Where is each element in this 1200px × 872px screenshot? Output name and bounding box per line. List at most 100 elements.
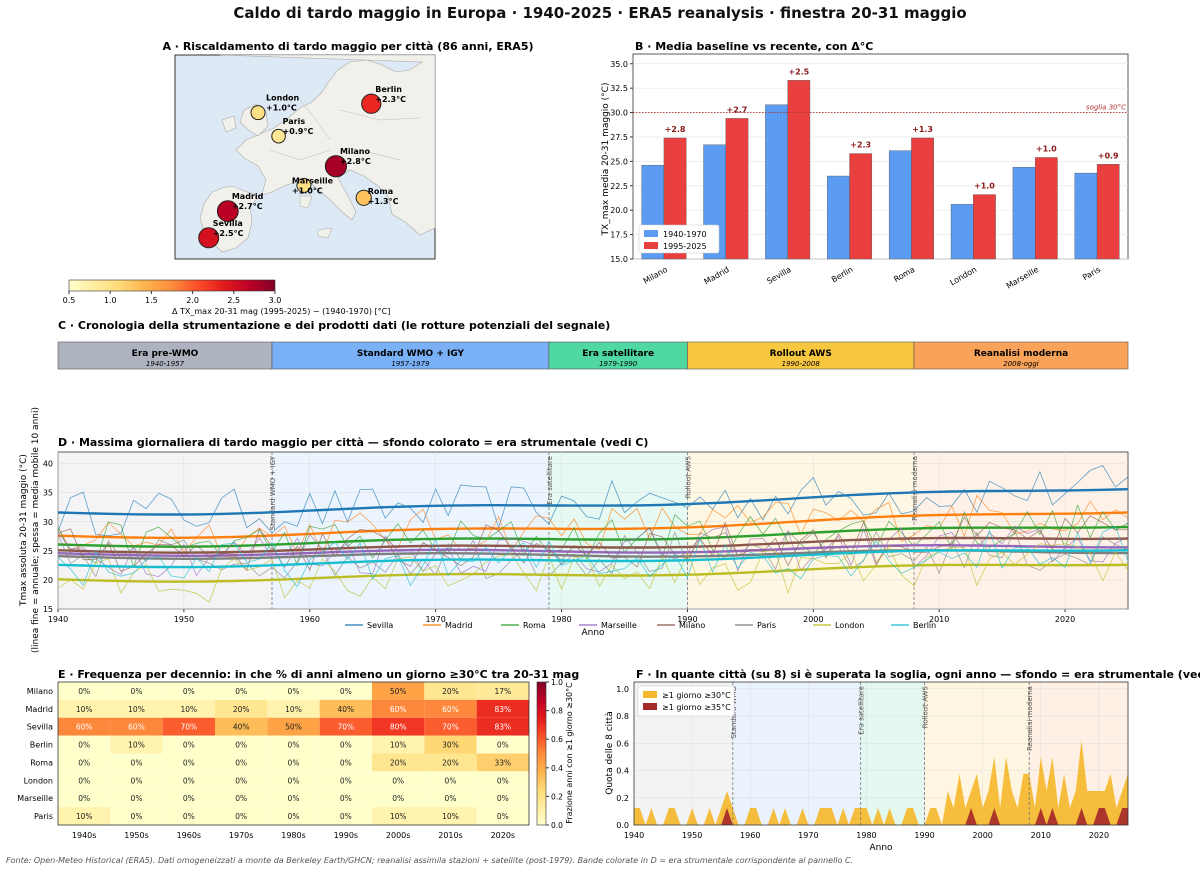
colorbar-a-tick-label: 1.0 xyxy=(104,296,117,305)
panel-e: E · Frequenza per decennio: in che % di … xyxy=(17,668,579,840)
bar-london-1940-1970 xyxy=(950,204,974,260)
heatmap-cell xyxy=(372,682,425,700)
heatmap-cell xyxy=(58,789,111,808)
era-name-reanalisi-moderna: Reanalisi moderna xyxy=(974,349,1068,359)
heatmap-cell xyxy=(424,735,477,754)
panel-f-ytick-label: 0.6 xyxy=(616,739,629,748)
heatmap-cell-label: 0% xyxy=(235,776,247,785)
heatmap-cell xyxy=(110,735,163,754)
panel-a-colorbar-label: Δ TX_max 20-31 mag (1995-2025) − (1940-1… xyxy=(172,307,390,316)
era-range-standard-wmo-igy: 1957-1979 xyxy=(391,360,430,368)
legend-label-berlin: Berlin xyxy=(913,621,936,630)
heatmap-cell-label: 0% xyxy=(131,687,143,696)
panel-f-legend xyxy=(637,685,735,717)
map-marker-milano xyxy=(324,155,348,178)
legend-label-milano: Milano xyxy=(679,621,705,630)
panel-a: A · Riscaldamento di tardo maggio per ci… xyxy=(63,40,534,316)
colorbar-a-tick-label: 1.5 xyxy=(145,296,158,305)
delta-label-london: +1.0 xyxy=(974,182,995,191)
panel-b-category-label: Sevilla xyxy=(765,265,792,286)
heatmap-cell xyxy=(58,717,111,736)
panel-b-ytick-label: 17.5 xyxy=(610,231,628,240)
era-band-standard-wmo-igy xyxy=(732,682,861,825)
colorbar-a-tick-label: 2.0 xyxy=(186,296,199,305)
heatmap-cell xyxy=(110,717,163,736)
map-label-sevilla: Sevilla +2.5°C xyxy=(213,219,244,238)
panel-b: B · Media baseline vs recente, con Δ°C T… xyxy=(601,40,1129,291)
panel-f-xtick-label: 1970 xyxy=(798,831,818,840)
heatmap-cell xyxy=(424,807,477,825)
heatmap-cell-label: 0% xyxy=(340,776,352,785)
panel-d-xtick-label: 1990 xyxy=(677,615,697,624)
panel-d-xtick-label: 1970 xyxy=(425,615,445,624)
heatmap-cell-label: 70% xyxy=(337,723,354,732)
legend-label-1-giorno-35-c: ≥1 giorno ≥35°C xyxy=(662,703,731,712)
bar-sevilla-1995-2025 xyxy=(787,80,811,260)
series-mean-milano xyxy=(57,536,1129,554)
series-mean-berlin xyxy=(57,549,1129,569)
panel-b-legend xyxy=(638,224,720,254)
heatmap-cell-label: 40% xyxy=(337,705,354,714)
heatmap-cell xyxy=(267,789,320,808)
legend-label-paris: Paris xyxy=(757,621,776,630)
heatmap-cell xyxy=(372,735,425,754)
era-name-standard-wmo-igy: Standard WMO + IGY xyxy=(357,349,465,359)
heatmap-cell xyxy=(319,771,372,790)
series-annual-berlin xyxy=(57,525,1129,588)
heatmap-row-label: Roma xyxy=(30,758,53,767)
heatmap-cell-label: 0% xyxy=(183,741,195,750)
heatmap-column-label: 1980s xyxy=(281,831,306,840)
heatmap-column-label: 2000s xyxy=(386,831,411,840)
colorbar-a-tick-label: 0.5 xyxy=(63,296,76,305)
heatmap-cell-label: 0% xyxy=(78,776,90,785)
legend-label-madrid: Madrid xyxy=(445,621,472,630)
heatmap-cell-label: 60% xyxy=(76,723,93,732)
delta-label-marseille: +1.0 xyxy=(1036,144,1057,153)
legend-label-1-giorno-30-c: ≥1 giorno ≥30°C xyxy=(662,691,731,700)
heatmap-cell-label: 10% xyxy=(128,741,145,750)
heatmap-cell-label: 60% xyxy=(390,705,407,714)
heatmap-cell-label: 33% xyxy=(494,758,511,767)
panel-b-ylabel: TX_max media 20-31 maggio (°C) xyxy=(601,83,611,237)
colorbar-a-tick-label: 2.5 xyxy=(227,296,240,305)
heatmap-cell xyxy=(215,682,268,700)
legend-label-london: London xyxy=(835,621,864,630)
panel-e-title: E · Frequenza per decennio: in che % di … xyxy=(58,668,579,681)
panel-f-xlabel: Anno xyxy=(869,843,893,853)
colorbar-e xyxy=(536,681,547,826)
heatmap-cell xyxy=(110,807,163,825)
panel-d-ytick-label: 20 xyxy=(43,576,53,585)
heatmap-cell-label: 0% xyxy=(288,741,300,750)
heatmap-cell-label: 0% xyxy=(78,687,90,696)
heatmap-cell xyxy=(110,789,163,808)
map-marker-berlin xyxy=(361,93,382,114)
panel-d-xtick-label: 1960 xyxy=(300,615,320,624)
heatmap-cell-label: 60% xyxy=(128,723,145,732)
panel-b-ytick-label: 32.5 xyxy=(610,84,628,93)
panel-f-axes xyxy=(633,681,1129,826)
panel-a-title: A · Riscaldamento di tardo maggio per ci… xyxy=(162,40,533,53)
heatmap-cell xyxy=(162,807,215,825)
panel-f-era-marker-label: Rollout AWS xyxy=(922,685,930,728)
heatmap-cell-label: 83% xyxy=(494,723,511,732)
heatmap-cell xyxy=(215,771,268,790)
panel-f-xtick-label: 2010 xyxy=(1031,831,1051,840)
panel-b-category-label: London xyxy=(948,265,978,287)
era-band-era-satellitare xyxy=(860,682,925,825)
heatmap-cell xyxy=(110,753,163,772)
panel-b-ytick-label: 25.0 xyxy=(610,157,628,166)
legend-label-1940-1970: 1940-1970 xyxy=(663,230,707,239)
heatmap-cell xyxy=(58,682,111,700)
heatmap-cell xyxy=(319,753,372,772)
era-name-rollout-aws: Rollout AWS xyxy=(770,349,832,359)
heatmap-cell xyxy=(372,699,425,718)
heatmap-cell-label: 70% xyxy=(442,723,459,732)
legend-label-1995-2025: 1995-2025 xyxy=(663,242,707,251)
heatmap-cell-label: 10% xyxy=(285,705,302,714)
heatmap-cell-label: 0% xyxy=(131,776,143,785)
panel-b-ytick-label: 35.0 xyxy=(610,60,628,69)
heatmap-cell xyxy=(162,682,215,700)
panel-d-xtick-label: 1950 xyxy=(174,615,194,624)
panel-b-ytick-label: 22.5 xyxy=(610,182,628,191)
